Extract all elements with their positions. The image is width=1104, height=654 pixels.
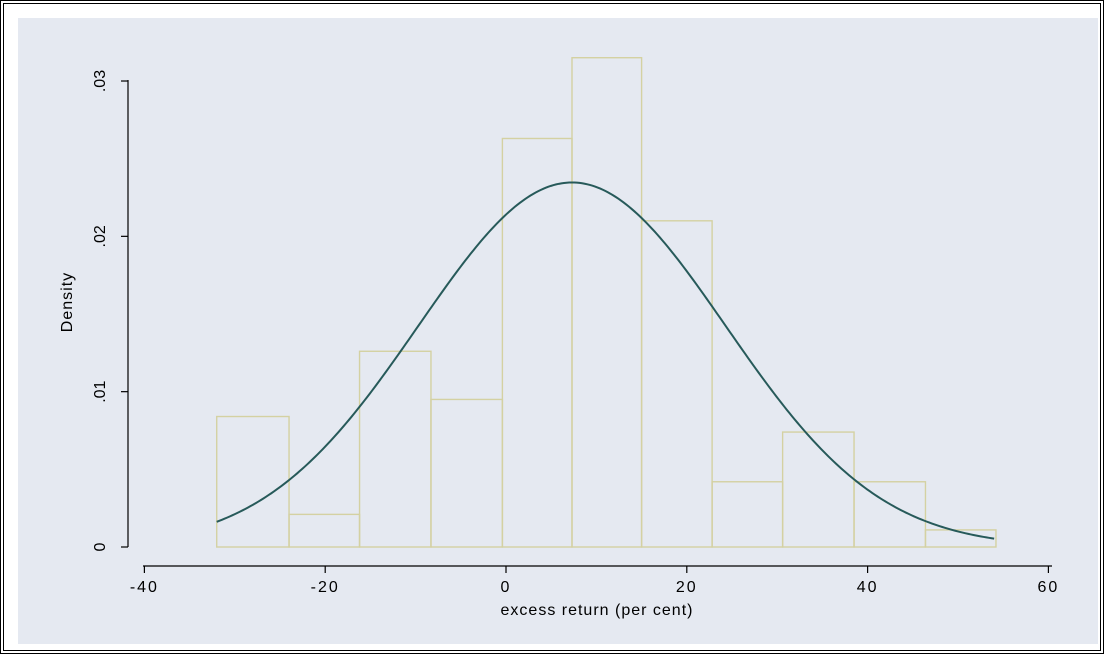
- histogram-bar: [216, 415, 290, 548]
- histogram-bar: [501, 137, 573, 548]
- x-tick-label: 0: [501, 579, 512, 596]
- histogram-bar: [358, 350, 432, 548]
- histogram-bar: [853, 481, 927, 548]
- histogram-bar: [711, 481, 784, 548]
- x-tick-label: -20: [311, 579, 340, 596]
- histogram-bars: [216, 57, 997, 548]
- y-tick-label: 0: [92, 542, 109, 551]
- x-tick-label: 20: [676, 579, 698, 596]
- x-tick-label: -40: [130, 579, 159, 596]
- histogram-bar: [924, 529, 997, 548]
- x-tick-label: 40: [857, 579, 879, 596]
- histogram-bar: [640, 220, 713, 548]
- y-tick-label: .03: [92, 70, 109, 92]
- y-axis-title: Density: [59, 272, 76, 332]
- y-tick-label: .01: [92, 380, 109, 402]
- x-tick-label: 60: [1038, 579, 1060, 596]
- y-axis-ticks: 0 .01 .02 .03: [92, 70, 128, 551]
- x-axis-ticks: -40 -20 0 20 40 60: [130, 566, 1060, 596]
- histogram-bar: [288, 513, 361, 548]
- y-tick-label: .02: [92, 225, 109, 247]
- histogram-bar: [571, 57, 643, 548]
- normal-density-curve: [216, 181, 995, 540]
- x-axis-title: excess return (per cent): [501, 602, 694, 619]
- plot-background: [18, 18, 1098, 644]
- histogram-bar: [781, 431, 855, 548]
- histogram-bar: [430, 398, 504, 548]
